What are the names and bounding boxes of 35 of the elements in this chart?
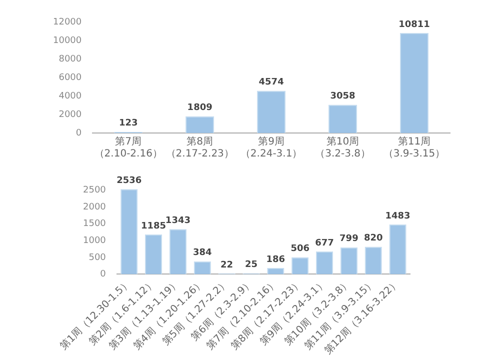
y-tick-label: 0 bbox=[100, 270, 106, 280]
y-tick-label: 2500 bbox=[83, 186, 106, 196]
data-label: 506 bbox=[290, 244, 310, 254]
data-label: 1483 bbox=[385, 211, 410, 222]
x-tick-label: 第7周（2.10-2.16） bbox=[94, 136, 162, 160]
data-label: 22 bbox=[220, 260, 234, 270]
data-label: 1343 bbox=[165, 216, 190, 226]
data-label: 3058 bbox=[330, 92, 356, 102]
y-tick-label: 0 bbox=[76, 128, 82, 138]
x-tick-label: 第10周（3.2-3.8） bbox=[315, 136, 370, 160]
data-label: 677 bbox=[315, 238, 334, 248]
y-tick-label: 1000 bbox=[83, 236, 106, 246]
y-tick-label: 8000 bbox=[58, 54, 82, 64]
data-label: 799 bbox=[340, 234, 358, 244]
y-tick-label: 12000 bbox=[52, 17, 82, 28]
data-label: 4574 bbox=[258, 78, 284, 88]
y-tick-label: 500 bbox=[88, 252, 106, 263]
y-tick-label: 2000 bbox=[58, 110, 82, 120]
y-tick-label: 10000 bbox=[52, 36, 82, 46]
data-label: 2536 bbox=[116, 176, 142, 186]
x-tick-label: 第11周（3.9-3.15） bbox=[383, 136, 446, 160]
data-label: 10811 bbox=[398, 20, 430, 30]
data-label: 1809 bbox=[187, 103, 212, 114]
y-tick-label: 4000 bbox=[58, 91, 82, 102]
data-label: 186 bbox=[266, 254, 286, 265]
y-tick-label: 1500 bbox=[83, 219, 106, 230]
x-tick-label: 第8周（2.17-2.23） bbox=[166, 136, 234, 160]
data-label: 820 bbox=[364, 234, 383, 244]
y-tick-label: 2000 bbox=[83, 202, 106, 212]
x-tick-label: 第9周（2.24-3.1） bbox=[240, 136, 302, 160]
data-label: 384 bbox=[192, 248, 212, 258]
y-tick-label: 6000 bbox=[58, 72, 82, 83]
data-label: 1185 bbox=[141, 221, 166, 232]
data-label: 25 bbox=[244, 260, 258, 270]
data-label: 123 bbox=[118, 118, 138, 129]
